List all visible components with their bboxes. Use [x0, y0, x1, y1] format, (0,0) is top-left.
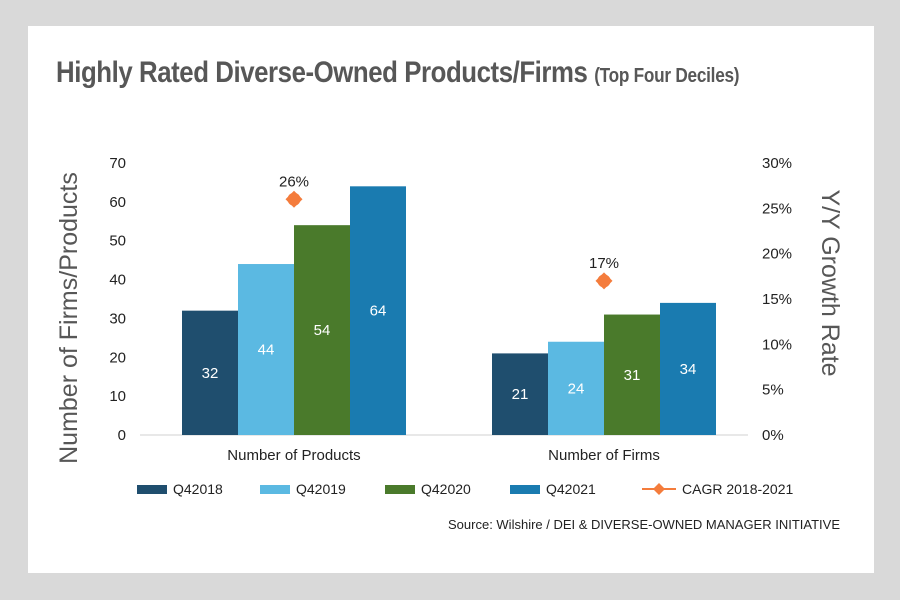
cagr-value-label: 17%: [589, 255, 619, 272]
cagr-value-label: 26%: [279, 173, 309, 190]
bar-q42020-0: [294, 225, 350, 435]
chart-card: [28, 26, 874, 573]
legend-label: Q42020: [421, 481, 471, 497]
y-tick-label: 20: [109, 349, 126, 366]
y2-tick-label: 10%: [762, 336, 792, 353]
y-tick-label: 70: [109, 155, 126, 172]
y-axis-title: Number of Firms/Products: [55, 172, 83, 464]
x-category-label: Number of Firms: [548, 447, 660, 464]
cagr-marker-dot: [597, 274, 611, 288]
chart-title-main: Highly Rated Diverse-Owned Products/Firm…: [56, 56, 588, 89]
y2-tick-label: 5%: [762, 382, 784, 399]
bar-value-label: 54: [314, 322, 331, 339]
bar-value-label: 21: [512, 386, 529, 403]
bar-value-label: 31: [624, 367, 641, 384]
y-tick-label: 10: [109, 388, 126, 405]
y2-tick-label: 15%: [762, 291, 792, 308]
bar-value-label: 24: [568, 380, 585, 397]
chart-title: Highly Rated Diverse-Owned Products/Firm…: [56, 56, 740, 90]
legend-swatch-q42020: [385, 485, 415, 494]
bar-q42019-1: [548, 341, 604, 435]
legend-label: Q42019: [296, 481, 346, 497]
y2-tick-label: 25%: [762, 200, 792, 217]
legend-label: Q42021: [546, 481, 596, 497]
chart-subtitle: (Top Four Deciles): [594, 65, 740, 87]
y2-tick-label: 30%: [762, 155, 792, 172]
bar-q42020-1: [604, 314, 660, 435]
x-category-label: Number of Products: [227, 447, 360, 464]
legend-swatch-q42018: [137, 485, 167, 494]
y-tick-label: 60: [109, 194, 126, 211]
y-tick-label: 40: [109, 272, 126, 289]
legend-swatch-q42021: [510, 485, 540, 494]
bar-value-label: 32: [202, 365, 219, 382]
source-note: Source: Wilshire / DEI & DIVERSE-OWNED M…: [448, 517, 840, 532]
bar-q42018-1: [492, 353, 548, 435]
y2-axis-title: Y/Y Growth Rate: [816, 189, 844, 376]
legend-swatch-q42019: [260, 485, 290, 494]
bar-q42021-1: [660, 302, 716, 435]
bar-q42019-0: [238, 264, 294, 435]
y-tick-label: 50: [109, 233, 126, 250]
bar-value-label: 44: [258, 342, 275, 359]
y-tick-label: 0: [118, 427, 126, 444]
cagr-marker-dot: [287, 192, 301, 206]
bar-q42018-0: [182, 310, 238, 435]
legend-label: Q42018: [173, 481, 223, 497]
bar-value-label: 34: [680, 361, 697, 378]
legend-label: CAGR 2018-2021: [682, 481, 794, 497]
legend-marker-cagr: [653, 483, 665, 495]
y2-tick-label: 20%: [762, 246, 792, 263]
bar-q42021-0: [350, 186, 406, 435]
y2-tick-label: 0%: [762, 427, 784, 444]
bar-value-label: 64: [370, 303, 387, 320]
y-tick-label: 30: [109, 310, 126, 327]
